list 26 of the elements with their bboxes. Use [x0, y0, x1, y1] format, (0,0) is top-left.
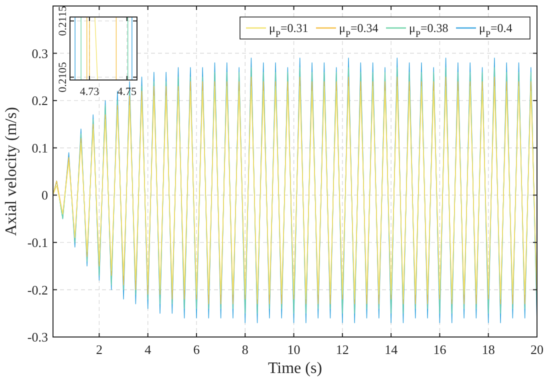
x-tick-label: 8 — [242, 342, 248, 357]
y-tick-label: 0 — [42, 188, 48, 203]
y-tick-label: 0.2 — [32, 93, 48, 108]
x-tick-label: 6 — [193, 342, 200, 357]
x-tick-label: 2 — [96, 342, 102, 357]
y-tick-label: -0.3 — [27, 330, 48, 345]
legend-label: μ$_{P}$=0.31 — [269, 21, 308, 39]
x-tick-label: 10 — [287, 342, 300, 357]
y-tick-label: 0.3 — [32, 46, 48, 61]
legend-label: μ$_{P}$=0.4 — [479, 21, 512, 39]
x-tick-label: 4 — [144, 342, 152, 357]
x-tick-label: 14 — [384, 342, 398, 357]
x-tick-label: 12 — [336, 342, 349, 357]
legend-label: μ$_{P}$=0.38 — [409, 21, 448, 39]
y-tick-label: -0.1 — [27, 234, 48, 250]
y-tick-label: 0.1 — [32, 140, 48, 156]
x-tick-label: 4.73 — [80, 86, 100, 98]
x-axis-title: Time (s) — [268, 360, 322, 377]
legend-label: μ$_{P}$=0.34 — [339, 21, 378, 39]
x-tick-label: 20 — [530, 342, 544, 357]
y-tick-label: 0.2105 — [57, 62, 69, 92]
y-tick-label: -0.2 — [27, 282, 48, 298]
x-tick-label: 18 — [482, 342, 495, 357]
y-tick-label: 0.2115 — [57, 6, 69, 36]
x-tick-label: 16 — [433, 342, 447, 357]
y-axis-title: Axial velocity (m/s) — [3, 107, 20, 236]
